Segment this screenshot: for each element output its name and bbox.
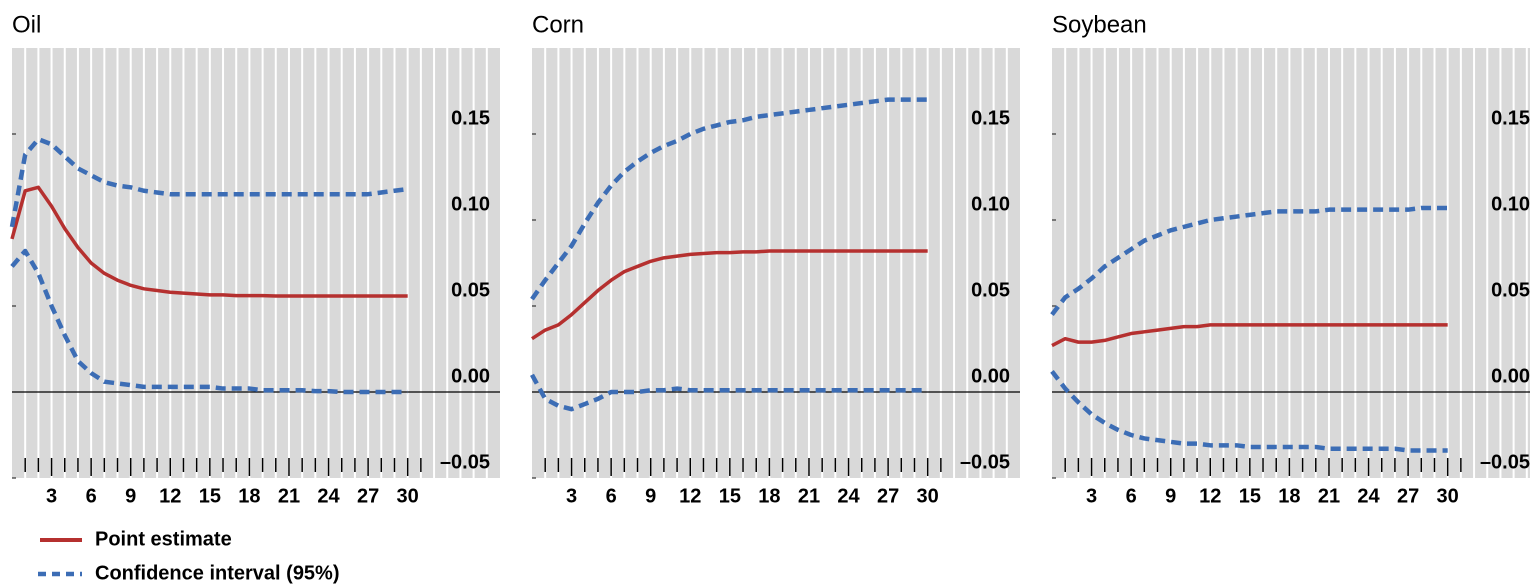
ci-line — [1050, 369, 1448, 453]
y-tick-label: 0.15 — [1491, 107, 1530, 129]
y-tick-label: 0.05 — [451, 279, 490, 301]
legend-label: Confidence interval (95%) — [95, 562, 340, 584]
x-tick-label: 27 — [877, 485, 899, 507]
y-tick-label: –0.05 — [960, 451, 1010, 473]
x-tick-label: 3 — [46, 485, 57, 507]
y-tick-label: 0.00 — [971, 365, 1010, 387]
x-tick-label: 18 — [238, 485, 260, 507]
x-tick-label: 3 — [566, 485, 577, 507]
y-tick-label: 0.10 — [451, 193, 490, 215]
x-tick-label: 6 — [86, 485, 97, 507]
y-tick-label: 0.10 — [1491, 193, 1530, 215]
ci-line — [530, 373, 928, 412]
point-line — [1051, 323, 1448, 348]
y-tick-label: 0.00 — [1491, 365, 1530, 387]
x-tick-label: 21 — [798, 485, 820, 507]
x-tick-label: 9 — [645, 485, 656, 507]
y-tick-label: 0.10 — [971, 193, 1010, 215]
y-tick-label: –0.05 — [1480, 451, 1530, 473]
point-line — [531, 249, 928, 341]
x-tick-label: 15 — [719, 485, 741, 507]
panel-title: Corn — [532, 11, 584, 38]
x-tick-label: 27 — [357, 485, 379, 507]
ci-line — [530, 97, 928, 301]
y-tick-label: 0.05 — [971, 279, 1010, 301]
x-tick-label: 6 — [606, 485, 617, 507]
x-tick-label: 24 — [1357, 485, 1380, 507]
x-tick-label: 6 — [1126, 485, 1137, 507]
x-tick-label: 30 — [397, 485, 419, 507]
y-tick-label: 0.05 — [1491, 279, 1530, 301]
point-line — [10, 185, 408, 298]
x-tick-label: 3 — [1086, 485, 1097, 507]
x-tick-label: 12 — [1199, 485, 1221, 507]
x-tick-label: 9 — [125, 485, 136, 507]
plot-area — [12, 48, 500, 478]
y-tick-label: –0.05 — [440, 451, 490, 473]
x-tick-label: 15 — [1239, 485, 1261, 507]
x-tick-label: 24 — [837, 485, 860, 507]
x-tick-label: 15 — [199, 485, 221, 507]
x-tick-label: 27 — [1397, 485, 1419, 507]
y-tick-label: 0.15 — [971, 107, 1010, 129]
y-tick-label: 0.15 — [451, 107, 490, 129]
x-tick-label: 24 — [317, 485, 340, 507]
ci-line — [1050, 205, 1448, 316]
x-tick-label: 9 — [1165, 485, 1176, 507]
plot-area — [1052, 48, 1530, 478]
x-tick-label: 18 — [1278, 485, 1300, 507]
ci-line — [9, 136, 408, 228]
legend-label: Point estimate — [95, 528, 232, 550]
x-tick-label: 18 — [758, 485, 780, 507]
x-tick-label: 21 — [1318, 485, 1340, 507]
x-tick-label: 12 — [159, 485, 181, 507]
x-tick-label: 12 — [679, 485, 701, 507]
x-tick-label: 21 — [278, 485, 300, 507]
plot-area — [532, 48, 1020, 478]
panel-title: Soybean — [1052, 11, 1147, 38]
x-tick-label: 30 — [917, 485, 939, 507]
y-tick-label: 0.00 — [451, 365, 490, 387]
x-tick-label: 30 — [1437, 485, 1459, 507]
panel-title: Oil — [12, 11, 41, 38]
